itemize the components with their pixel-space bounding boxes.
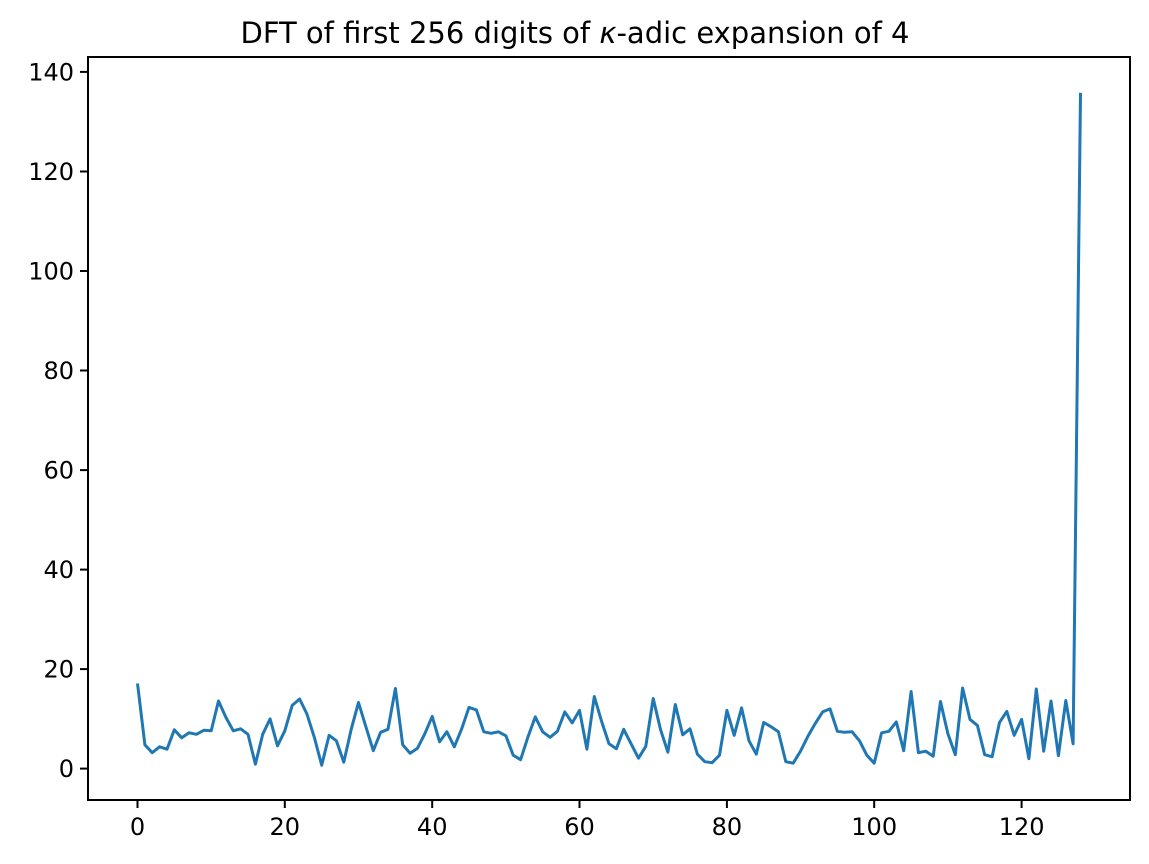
dft-magnitude-line [136,92,1082,767]
chart-title-prefix: DFT of first 256 digits of [240,16,599,50]
y-tick-label: 140 [28,58,74,86]
chart-title-kappa-symbol: κ [599,16,616,50]
x-tick-label: 60 [564,813,595,841]
y-tick-label: 20 [43,656,74,684]
x-tick-label: 40 [417,813,448,841]
chart-title-suffix: -adic expansion of 4 [616,16,909,50]
plot-border [87,56,1131,801]
y-tick-label: 40 [43,556,74,584]
x-tick-label: 0 [130,813,145,841]
x-tick-label: 80 [712,813,743,841]
y-tick-label: 60 [43,457,74,485]
x-axis: 0 20 40 60 80 100 120 [130,800,1045,841]
y-tick-label: 120 [28,158,74,186]
x-tick-label: 20 [270,813,301,841]
y-tick-label: 80 [43,357,74,385]
y-tick-label: 100 [28,258,74,286]
x-tick-label: 120 [999,813,1045,841]
y-tick-label: 0 [59,755,74,783]
chart-title: DFT of first 256 digits of κ-adic expans… [240,16,909,50]
y-axis: 0 20 40 60 80 100 120 140 [28,58,88,783]
x-tick-label: 100 [851,813,897,841]
